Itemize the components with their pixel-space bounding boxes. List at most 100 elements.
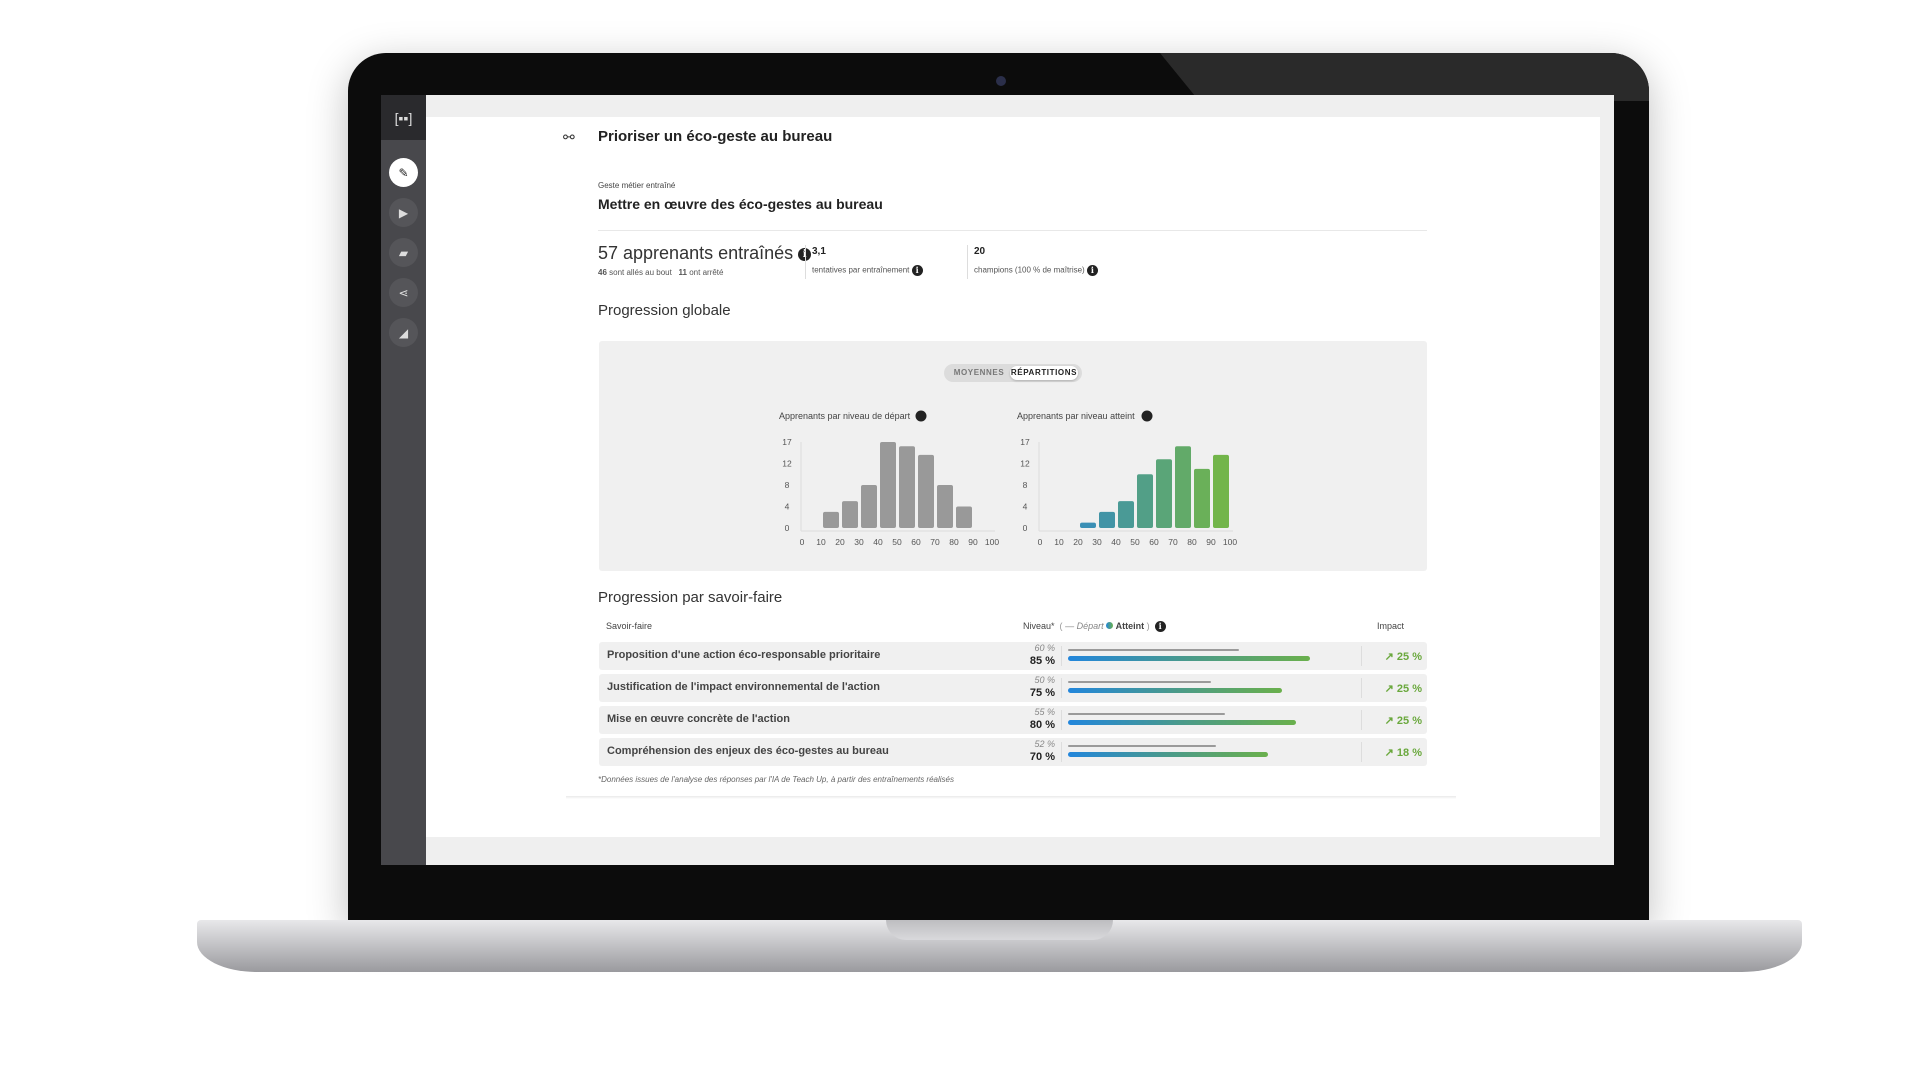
completion-stats: 46 sont allés au bout 11 ont arrêté <box>598 268 723 277</box>
x-tick-label: 70 <box>930 537 940 547</box>
col-level: Niveau* <box>1023 621 1055 631</box>
laptop-notch <box>886 920 1113 940</box>
y-tick-label: 0 <box>1023 523 1028 533</box>
x-tick-label: 30 <box>854 537 864 547</box>
chart-atteint: Apprenants par niveau atteint 0 4 8 12 17 0 10 2… <box>1017 410 1237 547</box>
table-row[interactable]: Justification de l'impact environnementa… <box>599 674 1427 702</box>
table-row[interactable]: Compréhension des enjeux des éco-gestes … <box>599 738 1427 766</box>
depart-bar <box>1068 681 1211 683</box>
divider <box>1061 742 1062 762</box>
x-tick-label: 20 <box>1073 537 1083 547</box>
x-tick-label: 10 <box>1054 537 1064 547</box>
x-tick-label: 40 <box>1111 537 1121 547</box>
info-icon[interactable] <box>915 410 927 422</box>
skill-name: Compréhension des enjeux des éco-gestes … <box>607 745 889 757</box>
info-icon[interactable]: i <box>1086 265 1098 276</box>
share-nodes-icon[interactable]: ⋖ <box>389 278 418 307</box>
attempts-text: tentatives par entraînement <box>812 265 910 275</box>
bar <box>1118 501 1134 528</box>
info-icon[interactable]: i <box>1154 621 1166 633</box>
level-atteint: 80 % <box>1029 719 1055 731</box>
x-tick-label: 20 <box>835 537 845 547</box>
level-atteint: 70 % <box>1029 751 1055 763</box>
level-depart: 60 % <box>1034 643 1055 653</box>
dumbbell-icon: ⚯ <box>563 129 575 145</box>
impact-value: ↗ 25 % <box>1374 650 1422 663</box>
attempts-value: 3,1 <box>812 246 826 257</box>
bar <box>823 511 839 528</box>
legend-atteint-dot <box>1106 622 1114 629</box>
skill-name: Proposition d'une action éco-responsable… <box>607 649 881 661</box>
info-icon[interactable]: i <box>911 265 923 276</box>
impact-text: 25 % <box>1396 683 1422 695</box>
chat-icon[interactable]: ▰ <box>389 238 418 267</box>
completed-value: 46 <box>598 268 607 277</box>
info-icon[interactable] <box>1141 410 1153 422</box>
skill-title: Mettre en œuvre des éco-gestes au bureau <box>598 196 883 212</box>
bar <box>842 501 858 528</box>
divider <box>1061 646 1062 666</box>
col-skill: Savoir-faire <box>606 621 653 631</box>
x-tick-label: 40 <box>873 537 883 547</box>
info-icon[interactable]: i <box>798 247 812 261</box>
x-tick-label: 50 <box>892 537 902 547</box>
legend-depart: — Départ <box>1065 621 1104 631</box>
legend-atteint: Atteint <box>1115 621 1145 631</box>
bar <box>1137 474 1153 528</box>
table-row[interactable]: Mise en œuvre concrète de l'action 55 % … <box>599 706 1427 734</box>
divider <box>1361 646 1362 666</box>
y-tick-label: 12 <box>1020 459 1030 469</box>
arrow-up-right-icon: ↗ <box>1384 715 1394 727</box>
x-tick-label: 70 <box>1168 537 1178 547</box>
atteint-bar <box>1068 688 1282 693</box>
level-depart: 50 % <box>1034 675 1055 685</box>
atteint-bar <box>1068 752 1268 757</box>
global-progress-panel: MOYENNES RÉPARTITIONS Apprenants par niv… <box>599 341 1427 571</box>
pencil-icon[interactable]: ✎ <box>389 158 418 187</box>
y-tick-label: 0 <box>785 523 790 533</box>
completed-label: sont allés au bout <box>609 268 672 277</box>
attempts-label: tentatives par entraînement i <box>812 265 923 276</box>
divider <box>598 230 1427 231</box>
sidebar: [▪▪] ✎ ▶ ▰ ⋖ ◢ <box>381 95 426 865</box>
y-tick-label: 4 <box>785 502 790 512</box>
page-title: Prioriser un éco-geste au bureau <box>598 128 833 145</box>
x-tick-label: 60 <box>911 537 921 547</box>
x-tick-label: 0 <box>1038 537 1043 547</box>
x-tick-label: 0 <box>800 537 805 547</box>
chart-depart: Apprenants par niveau de départ 0 4 8 12 17 0 1… <box>779 410 999 547</box>
learners-text: 57 apprenants entraînés <box>598 243 794 263</box>
divider <box>1061 678 1062 698</box>
screen: [▪▪] ✎ ▶ ▰ ⋖ ◢ ⚯ Prioriser un éco-geste … <box>381 95 1614 865</box>
y-tick-label: 4 <box>1023 502 1028 512</box>
toggle-repartitions[interactable]: RÉPARTITIONS <box>1010 366 1078 380</box>
toggle-moyennes[interactable]: MOYENNES <box>953 368 1005 377</box>
bar <box>1175 446 1191 528</box>
skill-name: Justification de l'impact environnementa… <box>607 681 880 693</box>
atteint-bar <box>1068 720 1296 725</box>
section-title-global: Progression globale <box>598 302 731 319</box>
champions-label: champions (100 % de maîtrise) i <box>974 265 1098 276</box>
champions-value: 20 <box>974 246 986 257</box>
divider <box>1361 742 1362 762</box>
impact-value: ↗ 25 % <box>1374 682 1422 695</box>
x-tick-label: 90 <box>968 537 978 547</box>
skill-label: Geste métier entraîné <box>598 181 676 190</box>
chart-area-icon[interactable]: ◢ <box>389 318 418 347</box>
video-icon[interactable]: ▶ <box>389 198 418 227</box>
x-tick-label: 50 <box>1130 537 1140 547</box>
depart-bar <box>1068 713 1225 715</box>
bar <box>1080 522 1096 528</box>
level-atteint: 85 % <box>1029 655 1055 667</box>
divider <box>1361 710 1362 730</box>
x-tick-label: 80 <box>1187 537 1197 547</box>
main-content: ⚯ Prioriser un éco-geste au bureau Geste… <box>426 117 1600 837</box>
impact-text: 25 % <box>1396 715 1422 727</box>
x-tick-label: 10 <box>816 537 826 547</box>
bar <box>1213 454 1229 528</box>
table-row[interactable]: Proposition d'une action éco-responsable… <box>599 642 1427 670</box>
bar <box>918 454 934 528</box>
y-tick-label: 8 <box>1023 480 1028 490</box>
grid-logo-icon[interactable]: [▪▪] <box>381 95 426 140</box>
section-title-skills: Progression par savoir-faire <box>598 589 783 606</box>
